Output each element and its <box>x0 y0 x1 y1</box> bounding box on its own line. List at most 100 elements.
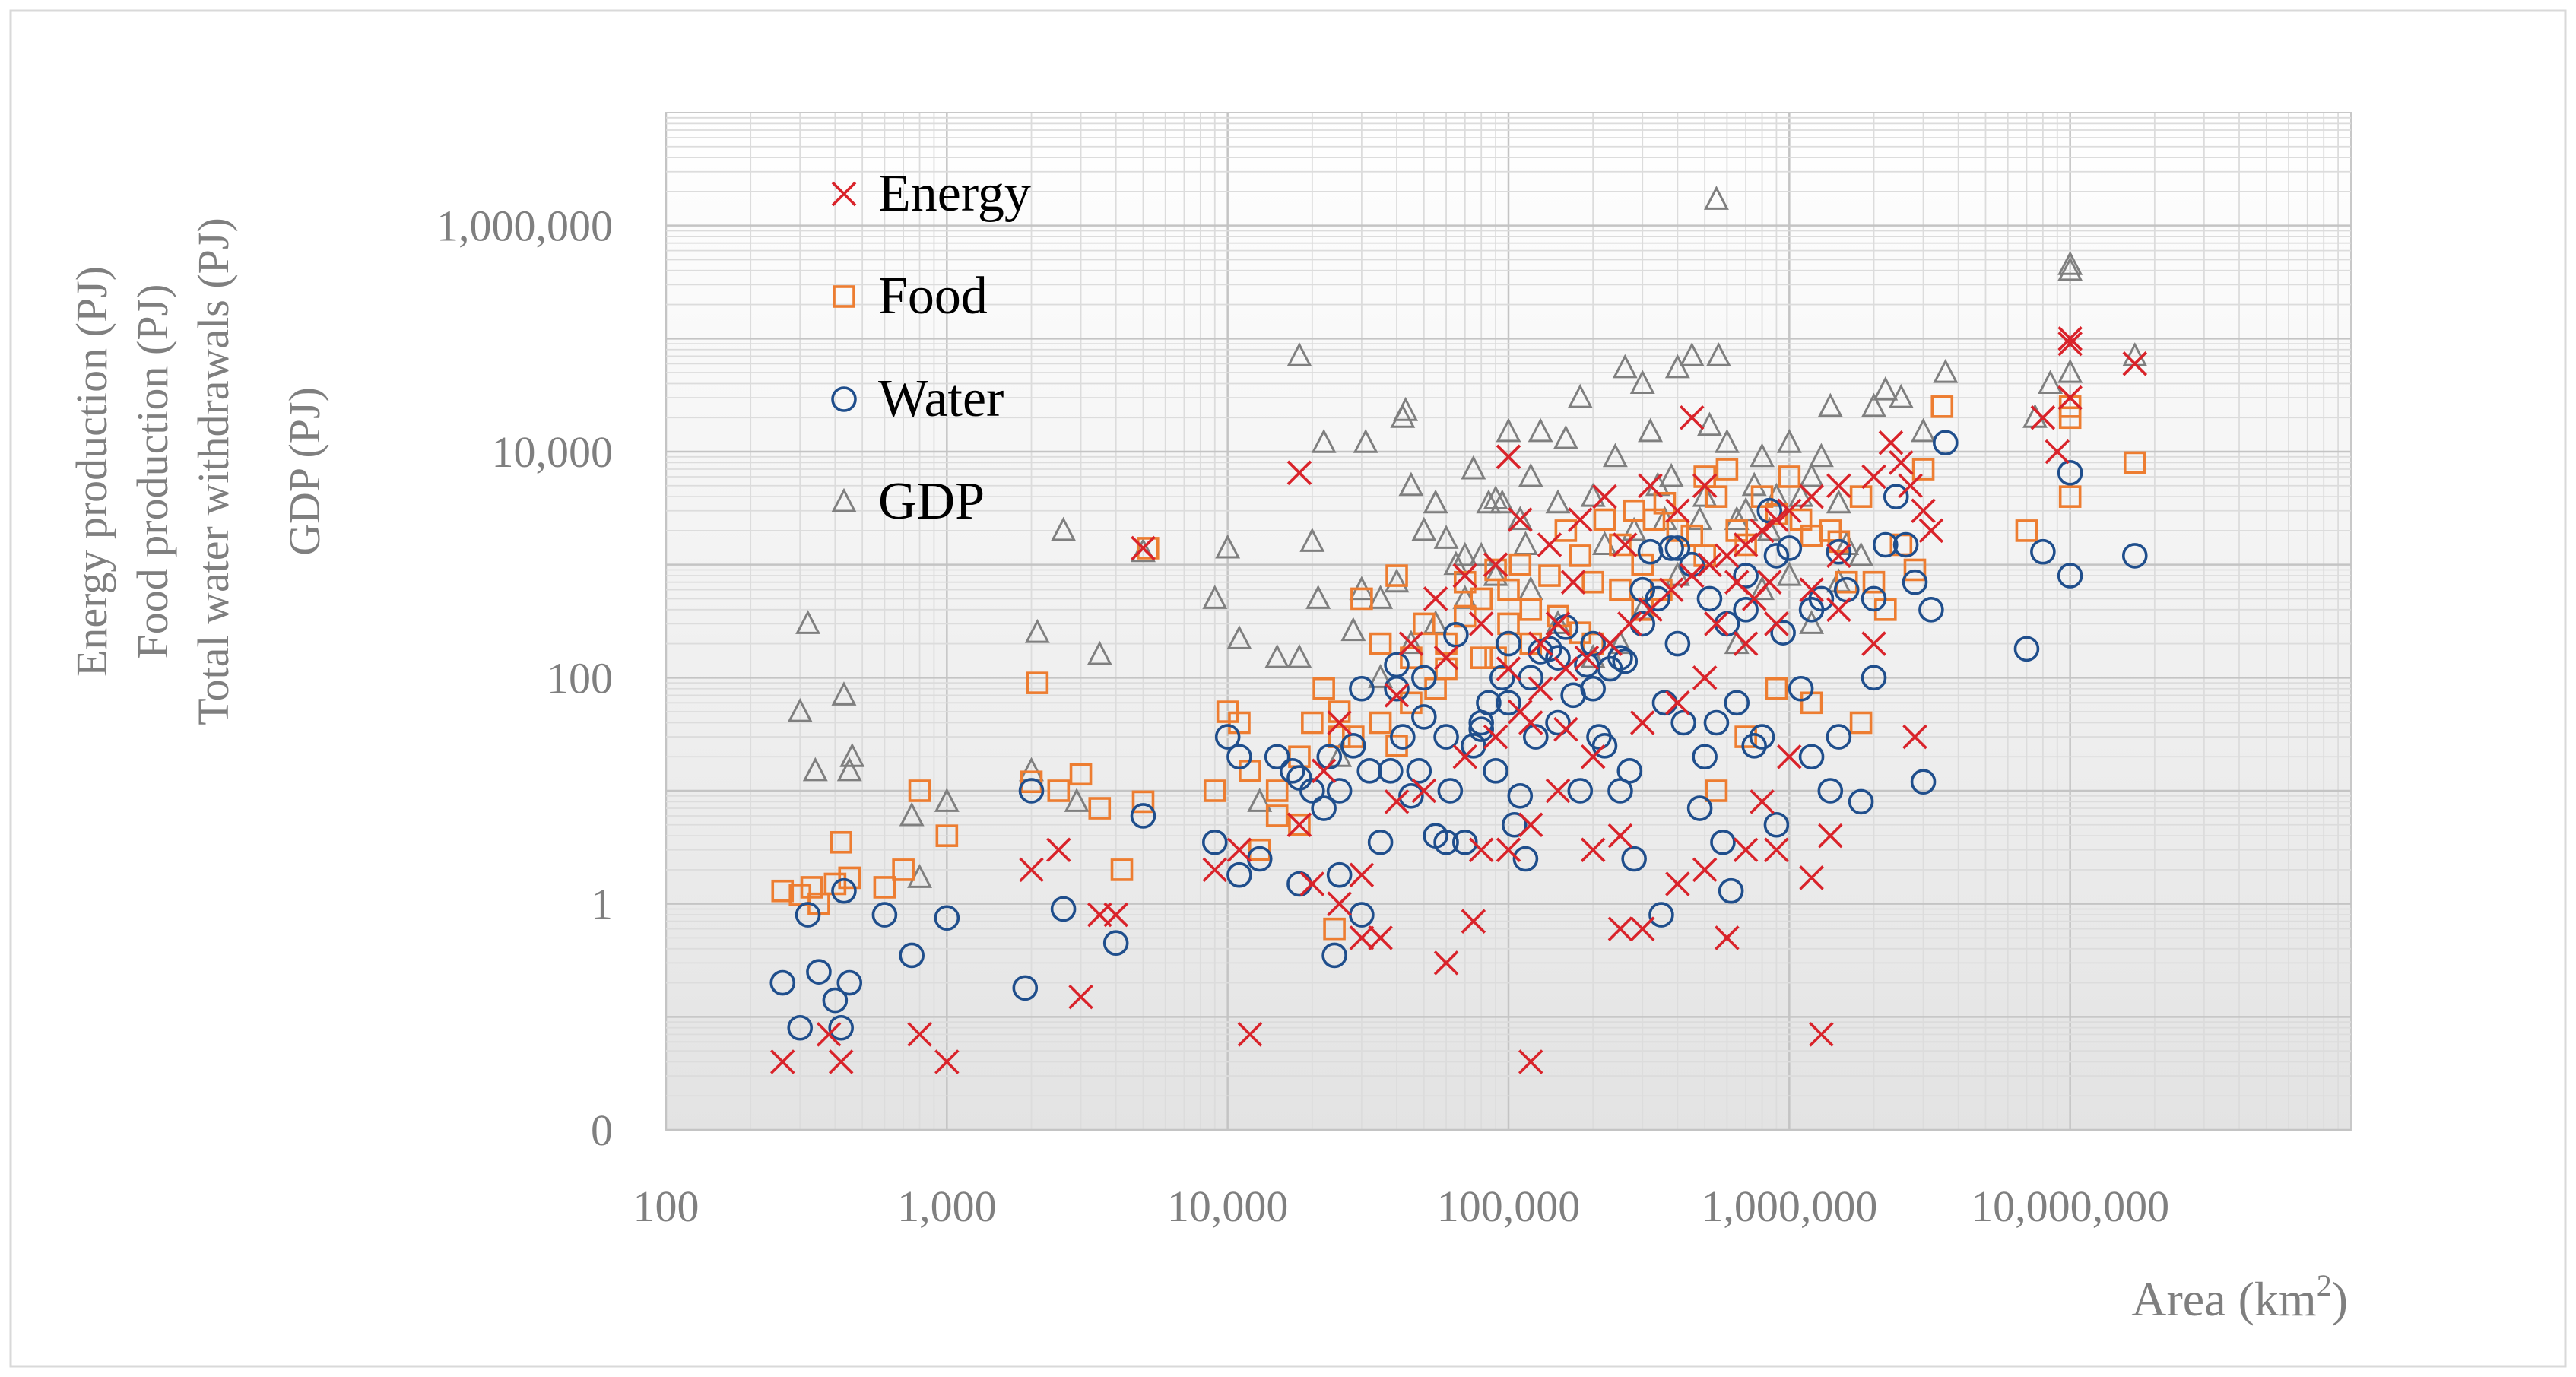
gdp-point <box>1368 664 1394 688</box>
energy-point <box>1679 563 1705 589</box>
gdp-point <box>1664 354 1690 379</box>
food-point <box>1020 770 1043 794</box>
energy-point <box>2122 351 2148 376</box>
water-point <box>1861 585 1887 612</box>
water-point <box>1580 630 1606 657</box>
water-point <box>1384 675 1410 702</box>
energy-point <box>907 1022 932 1047</box>
food-point <box>1519 598 1543 621</box>
water-point <box>1658 535 1684 561</box>
energy-point <box>1553 716 1578 742</box>
food-point <box>1631 553 1654 576</box>
water-point <box>1621 846 1647 872</box>
water-point <box>1749 724 1775 750</box>
energy-point <box>1878 430 1904 455</box>
water-point <box>1607 645 1633 671</box>
gdp-point <box>1202 585 1228 609</box>
gdp-point <box>2057 250 2083 275</box>
gdp-point <box>1411 516 1437 541</box>
food-point <box>1653 491 1677 515</box>
water-point <box>1776 535 1803 561</box>
x-tick-label: 10,000,000 <box>1971 1182 2169 1231</box>
food-point <box>1715 458 1739 481</box>
water-point <box>1873 531 1899 558</box>
water-point <box>1102 930 1129 957</box>
food-point <box>771 879 795 903</box>
legend-marker-water <box>831 386 857 412</box>
water-point <box>871 902 898 928</box>
water-point <box>1390 724 1416 750</box>
energy-point <box>1046 837 1071 863</box>
energy-point <box>1799 865 1824 890</box>
gdp-point <box>1638 417 1664 443</box>
energy-point <box>934 1049 960 1074</box>
water-point <box>1522 724 1549 750</box>
food-point <box>1680 524 1704 547</box>
gdp-point <box>1518 462 1543 487</box>
y-tick-label: 1,000,000 <box>436 201 613 251</box>
gdp-point <box>1393 396 1419 421</box>
gdp-point <box>1724 506 1750 531</box>
food-point <box>908 779 931 802</box>
gdp-point <box>1507 506 1533 531</box>
energy-point <box>1692 665 1718 690</box>
water-point <box>795 902 821 928</box>
energy-point <box>769 1049 795 1074</box>
water-point <box>1502 811 1528 838</box>
gdp-point <box>1776 428 1802 453</box>
energy-point <box>1496 656 1521 681</box>
water-point <box>1910 769 1937 795</box>
energy-point <box>1483 724 1508 750</box>
x-tick-label: 100,000 <box>1437 1182 1581 1231</box>
water-point <box>1826 538 1852 565</box>
food-point <box>800 876 823 899</box>
water-point <box>1741 733 1767 759</box>
food-point <box>1400 691 1423 715</box>
food-point <box>1734 725 1757 748</box>
energy-point <box>1537 532 1562 557</box>
energy-point <box>1433 950 1459 976</box>
energy-point <box>1826 543 1851 569</box>
energy-point <box>1715 543 1740 569</box>
food-point <box>1088 797 1112 820</box>
energy-point <box>1327 891 1352 916</box>
water-point <box>899 942 925 969</box>
water-point <box>1724 690 1750 716</box>
water-point <box>1299 778 1325 804</box>
water-point <box>806 959 832 985</box>
water-point <box>1321 942 1347 969</box>
food-point <box>1248 838 1271 861</box>
food-point <box>1069 763 1093 786</box>
water-point <box>1433 724 1459 750</box>
energy-point <box>1518 1049 1543 1074</box>
gdp-point <box>1489 489 1515 514</box>
water-point <box>828 1014 854 1041</box>
food-point <box>1569 544 1592 567</box>
y-tick-label: 1 <box>591 880 613 929</box>
legend-item-gdp: GDP <box>831 472 985 531</box>
water-point <box>1664 535 1691 561</box>
water-point <box>1703 709 1730 736</box>
food-point <box>1705 485 1728 508</box>
water-point <box>1356 758 1383 784</box>
energy-point <box>1597 631 1623 656</box>
water-point <box>1670 709 1696 736</box>
water-point <box>1645 585 1671 612</box>
gdp-point <box>1064 788 1090 812</box>
gdp-point <box>1311 428 1337 453</box>
food-point <box>1328 725 1351 748</box>
energy-point <box>1861 464 1886 490</box>
water-point <box>1902 569 1928 595</box>
food-point <box>1203 779 1226 802</box>
food-point <box>1385 735 1408 757</box>
food-point <box>1265 779 1289 802</box>
gdp-point <box>1679 342 1705 366</box>
energy-point <box>1889 450 1914 475</box>
gdp-point <box>1834 531 1860 555</box>
energy-point <box>1733 837 1759 863</box>
energy-point <box>1545 778 1571 804</box>
gdp-point <box>2057 256 2083 281</box>
water-point <box>1918 597 1944 623</box>
food-point <box>1930 395 1954 418</box>
gdp-point <box>1433 525 1459 549</box>
